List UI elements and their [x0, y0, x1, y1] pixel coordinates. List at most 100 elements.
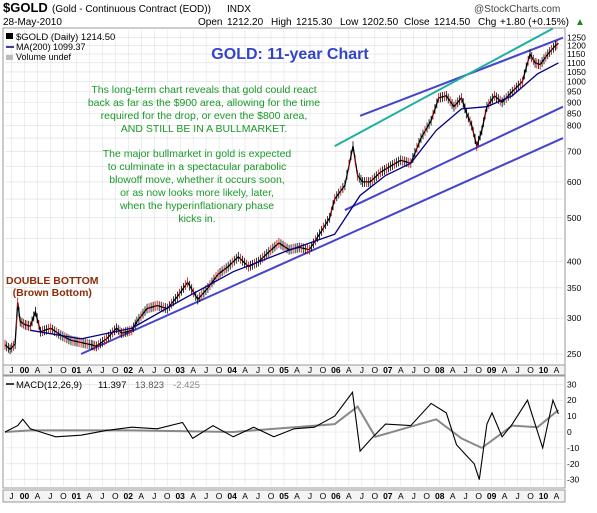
annotation-para2-line: to culminate in a spectacular parabolic: [107, 161, 287, 173]
x-tick-label-bottom: A: [190, 491, 196, 501]
trendline: [80, 137, 564, 355]
low-value: 1202.50: [362, 17, 399, 28]
x-tick-label-top: A: [398, 365, 404, 375]
price-grid: [5, 30, 563, 362]
x-tick-label-top: A: [87, 365, 93, 375]
x-tick-label-bottom: O: [216, 491, 223, 501]
x-tick-label-top: O: [164, 365, 171, 375]
double-bottom-line: DOUBLE BOTTOM: [6, 275, 99, 287]
x-tick-label-top: J: [515, 365, 519, 375]
macd-value: 11.397: [98, 380, 126, 391]
x-tick-label-top: 08: [435, 365, 445, 375]
macd-signal-value: 13.823: [135, 380, 164, 391]
x-tick-label-bottom: A: [87, 491, 93, 501]
close-label: Close: [404, 17, 430, 28]
price-y-tick-label: 500: [567, 213, 581, 223]
price-y-axis: 250 300 350 400 500 600 700 800 8509009501000105…: [567, 33, 586, 359]
x-tick-label-bottom: J: [464, 491, 468, 501]
x-tick-label-bottom: J: [360, 491, 364, 501]
macd-y-tick-label: 0: [567, 427, 572, 437]
x-tick-label-top: 10: [539, 365, 549, 375]
x-tick-label-bottom: A: [294, 491, 300, 501]
x-tick-label-top: A: [35, 365, 41, 375]
price-y-tick-label: 1200: [567, 41, 586, 51]
x-tick-label-top: J: [412, 365, 416, 375]
macd-hist-value: -2.425: [173, 380, 200, 391]
x-tick-label-top: O: [475, 365, 482, 375]
price-y-tick-label: 1150: [567, 49, 586, 59]
x-tick-label-bottom: 05: [279, 491, 289, 501]
price-y-tick-label: 700: [567, 147, 581, 157]
annotation-para2-line: when the hyperinflationary phase: [119, 200, 275, 212]
x-tick-label-top: J: [360, 365, 364, 375]
x-tick-label-bottom: A: [242, 491, 248, 501]
price-y-tick-label: 900: [567, 97, 581, 107]
close-value: 1214.50: [434, 17, 471, 28]
x-tick-label-top: A: [242, 365, 248, 375]
price-y-tick-label: 950: [567, 87, 581, 97]
x-tick-label-bottom: 04: [227, 491, 237, 501]
legend-volume: Volume undef: [16, 52, 72, 62]
low-label: Low: [340, 17, 359, 28]
annotation-para1-line: back as far as the $900 area, allowing f…: [87, 97, 321, 109]
x-tick-label-top: J: [308, 365, 312, 375]
x-tick-label-bottom: J: [48, 491, 52, 501]
double-bottom-line: (Brown Bottom): [12, 287, 92, 299]
annotation-para2-line: blowoff move, whether it occurs soon,: [109, 174, 285, 186]
macd-y-tick-label: -30: [567, 475, 580, 485]
x-tick-label-top: O: [60, 365, 67, 375]
x-tick-label-bottom: A: [554, 491, 560, 501]
open-label: Open: [198, 17, 222, 28]
price-y-tick-label: 800: [567, 120, 581, 130]
x-tick-label-top: O: [216, 365, 223, 375]
legend-price: $GOLD (Daily) 1214.50: [16, 32, 115, 43]
price-y-tick-label: 350: [567, 283, 581, 293]
x-tick-label-top: A: [450, 365, 456, 375]
macd-y-tick-label: 20: [567, 395, 577, 405]
x-tick-label-bottom: J: [152, 491, 156, 501]
high-label: High: [271, 17, 292, 28]
trendlines: [80, 27, 564, 355]
x-tick-label-top: A: [554, 365, 560, 375]
x-tick-label-bottom: A: [450, 491, 456, 501]
annotation-para2-line: kicks in.: [178, 213, 216, 225]
x-tick-label-bottom: J: [256, 491, 260, 501]
x-tick-label-bottom: 02: [124, 491, 134, 501]
xaxis-band-bottom: [2, 489, 566, 503]
x-tick-label-top: J: [100, 365, 104, 375]
x-tick-label-bottom: A: [35, 491, 41, 501]
x-tick-label-bottom: A: [138, 491, 144, 501]
x-tick-label-top: J: [9, 365, 13, 375]
x-tick-label-top: 07: [383, 365, 393, 375]
x-tick-label-top: O: [372, 365, 379, 375]
legend-ma: MA(200) 1099.37: [16, 42, 86, 52]
x-tick-label-bottom: 01: [72, 491, 82, 501]
price-y-tick-label: 1050: [567, 67, 586, 77]
macd-y-tick-label: -10: [567, 443, 580, 453]
price-y-tick-label: 1000: [567, 77, 586, 87]
x-tick-label-bottom: 03: [175, 491, 185, 501]
x-tick-label-top: J: [464, 365, 468, 375]
x-tick-label-top: J: [204, 365, 208, 375]
annotation-para1: Ths long-term chart reveals that gold co…: [64, 84, 344, 136]
macd-y-tick-label: -20: [567, 459, 580, 469]
x-tick-label-bottom: 10: [539, 491, 549, 501]
ma200-line: [30, 62, 559, 340]
macd-legend: MACD(12,26,9) 11.397 13.823 -2.425: [6, 380, 200, 391]
chg-up-arrow-icon: ▲: [575, 17, 585, 28]
xaxis-band-top: [2, 364, 566, 376]
annotation-para1-line: Ths long-term chart reveals that gold co…: [91, 84, 317, 96]
x-tick-label-top: O: [320, 365, 327, 375]
header-description: (Gold - Continuous Contract (EOD)): [52, 4, 211, 15]
x-tick-label-bottom: O: [423, 491, 430, 501]
x-tick-label-bottom: J: [515, 491, 519, 501]
x-tick-label-bottom: J: [9, 491, 13, 501]
annotation-para2: The major bullmarket in gold is expected…: [72, 148, 322, 226]
price-series: [4, 39, 559, 355]
chart-title: GOLD: 11-year Chart: [211, 46, 369, 63]
x-tick-label-bottom: 06: [331, 491, 341, 501]
x-tick-label-bottom: 09: [487, 491, 497, 501]
macd-y-tick-label: 10: [567, 411, 577, 421]
x-tick-label-bottom: O: [60, 491, 67, 501]
x-tick-label-bottom: O: [475, 491, 482, 501]
